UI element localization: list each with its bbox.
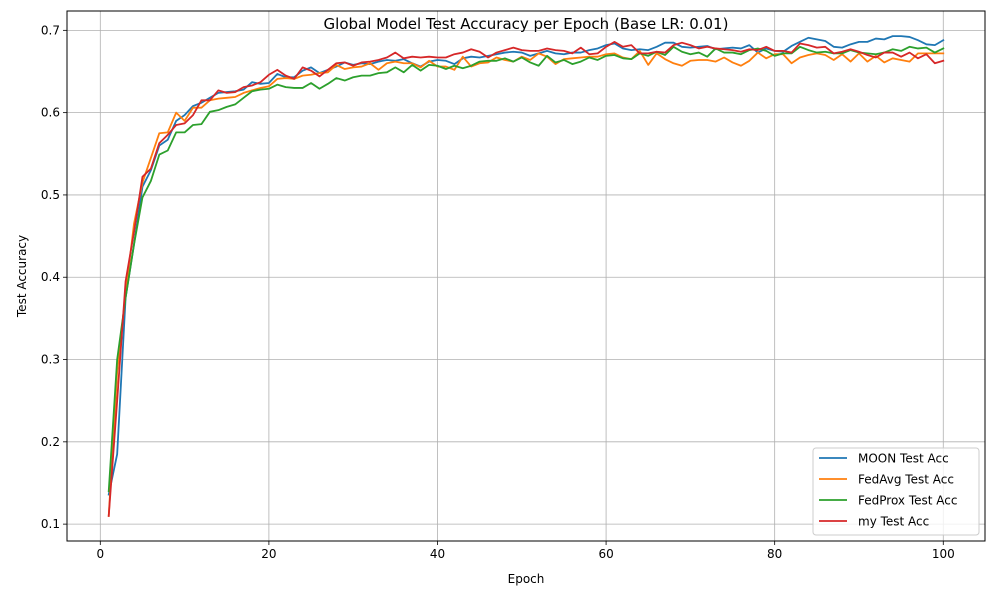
y-axis-label: Test Accuracy [15, 235, 29, 318]
y-tick-label: 0.1 [41, 517, 60, 531]
series-line-3 [107, 40, 945, 517]
x-axis-label: Epoch [508, 572, 545, 586]
chart-title: Global Model Test Accuracy per Epoch (Ba… [324, 15, 729, 33]
y-tick-label: 0.6 [41, 106, 60, 120]
axis-ticks: 0 20 40 60 80 100 0.1 0.2 0.3 0.4 0.5 0.6 0.7 [41, 23, 955, 561]
y-tick-label: 0.5 [41, 188, 60, 202]
legend-box [812, 447, 980, 536]
series-line-2 [107, 45, 945, 493]
series-lines [107, 35, 945, 517]
y-tick-label: 0.2 [41, 435, 60, 449]
legend-label-2: FedProx Test Acc [858, 494, 957, 508]
x-tick-label: 40 [430, 547, 445, 561]
plot-frame [66, 10, 986, 542]
x-tick-label: 100 [932, 547, 955, 561]
legend: MOON Test Acc FedAvg Test Acc FedProx Test… [812, 447, 980, 536]
legend-label-0: MOON Test Acc [858, 452, 949, 466]
y-tick-label: 0.3 [41, 353, 60, 367]
x-tick-label: 60 [598, 547, 613, 561]
y-tick-label: 0.7 [41, 23, 60, 37]
legend-label-1: FedAvg Test Acc [858, 473, 954, 487]
x-tick-label: 20 [261, 547, 276, 561]
series-line-1 [107, 50, 945, 517]
legend-label-3: my Test Acc [858, 515, 929, 529]
y-tick-label: 0.4 [41, 270, 60, 284]
x-tick-label: 80 [767, 547, 782, 561]
x-tick-label: 0 [96, 547, 104, 561]
